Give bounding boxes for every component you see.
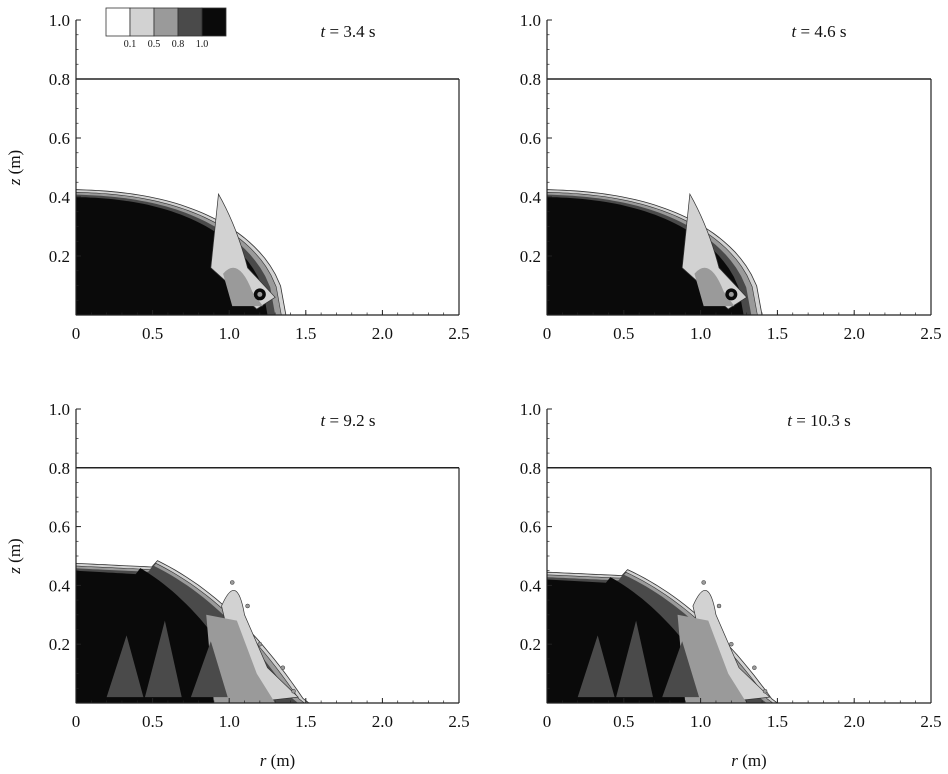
x-tick-label: 0 — [543, 712, 552, 731]
internal-streak — [662, 641, 700, 698]
x-tick-label: 2.0 — [372, 324, 393, 343]
x-tick-label: 0 — [543, 324, 552, 343]
contour-band-1.0 — [76, 197, 268, 315]
x-axis-label: r (m) — [260, 751, 295, 770]
y-tick-label: 0.4 — [49, 188, 71, 207]
droplet — [245, 603, 250, 609]
y-tick-label: 0.2 — [520, 635, 541, 654]
x-axis-label: r (m) — [731, 751, 766, 770]
x-tick-label: 2.5 — [448, 712, 469, 731]
x-tick-label: 0.5 — [142, 712, 163, 731]
colorbar-legend: 0.1 0.5 0.8 1.0 — [105, 7, 227, 50]
y-tick-label: 0.8 — [520, 70, 541, 89]
droplet — [280, 665, 286, 670]
x-tick-label: 1.0 — [690, 324, 711, 343]
splash-core — [677, 614, 747, 703]
y-tick-label: 0.8 — [49, 70, 70, 89]
y-tick-label: 1.0 — [520, 11, 541, 30]
colorbar-swatch — [201, 7, 227, 37]
time-label: t = 9.2 s — [321, 411, 376, 430]
vortex-core — [257, 291, 263, 297]
time-label: t = 3.4 s — [321, 22, 376, 41]
y-tick-label: 0.8 — [49, 459, 70, 478]
time-label: t = 4.6 s — [792, 22, 847, 41]
x-tick-label: 1.0 — [219, 712, 240, 731]
y-tick-label: 0.6 — [49, 129, 70, 148]
y-axis-label: z (m) — [5, 538, 24, 574]
x-tick-label: 2.5 — [920, 712, 941, 731]
y-tick-label: 0.6 — [520, 129, 541, 148]
y-axis-label: z (m) — [5, 150, 24, 186]
colorbar-swatch — [105, 7, 131, 37]
panel-2: 0 0.5 1.0 1.5 2.0 2.5 0.2 0.4 0.6 0.8 1.0 t = 4.6 s — [520, 11, 942, 343]
panel-3: 0 0.5 1.0 1.5 2.0 2.5 0.2 0.4 0.6 0.8 1.0 t = 9.2 s… — [5, 400, 470, 770]
splash-core — [694, 267, 735, 307]
droplet — [762, 688, 768, 694]
y-tick-label: 0.4 — [520, 576, 542, 595]
y-tick-label: 0.6 — [49, 518, 70, 537]
x-tick-label: 1.5 — [767, 324, 788, 343]
droplet — [752, 665, 757, 670]
x-tick-label: 1.5 — [767, 712, 788, 731]
internal-streak — [144, 620, 182, 698]
droplet — [729, 641, 734, 647]
panel-1: 0 0.5 1.0 1.5 2.0 2.5 0.2 0.4 0.6 0.8 1.0 t = 3.4 s… — [5, 11, 470, 343]
splash-core — [206, 614, 276, 703]
x-tick-label: 0 — [72, 324, 81, 343]
contour-band-1.0 — [547, 197, 744, 315]
y-tick-label: 0.6 — [520, 518, 541, 537]
internal-streak — [616, 620, 653, 698]
colorbar-swatch — [153, 7, 179, 37]
x-tick-label: 1.5 — [295, 324, 316, 343]
x-tick-label: 2.0 — [372, 712, 393, 731]
y-tick-label: 0.4 — [520, 188, 542, 207]
y-tick-label: 1.0 — [49, 11, 70, 30]
internal-streak — [106, 635, 144, 698]
splash-core — [223, 267, 263, 307]
time-label: t = 10.3 s — [787, 411, 850, 430]
x-tick-label: 2.5 — [920, 324, 941, 343]
vortex-core — [728, 291, 734, 297]
y-tick-label: 0.2 — [49, 635, 70, 654]
droplet — [716, 603, 722, 609]
droplet — [257, 641, 263, 647]
x-tick-label: 0.5 — [142, 324, 163, 343]
x-tick-label: 2.0 — [844, 324, 865, 343]
y-tick-label: 0.2 — [49, 247, 70, 266]
y-tick-label: 1.0 — [49, 400, 70, 419]
x-tick-label: 0.5 — [613, 324, 634, 343]
x-tick-label: 1.5 — [295, 712, 316, 731]
x-tick-label: 2.0 — [844, 712, 865, 731]
internal-streak — [190, 641, 228, 698]
droplet — [291, 688, 296, 694]
x-tick-label: 1.0 — [690, 712, 711, 731]
x-tick-label: 0.5 — [613, 712, 634, 731]
colorbar-label: 0.8 — [172, 39, 185, 50]
y-tick-label: 0.2 — [520, 247, 541, 266]
colorbar-label: 0.5 — [148, 39, 161, 50]
colorbar-label: 0.1 — [124, 39, 137, 50]
y-tick-label: 0.4 — [49, 576, 71, 595]
x-tick-label: 1.0 — [219, 324, 240, 343]
droplet — [230, 580, 235, 585]
y-tick-label: 1.0 — [520, 400, 541, 419]
colorbar-swatch — [177, 7, 203, 37]
colorbar-swatch — [129, 7, 155, 37]
x-tick-label: 2.5 — [448, 324, 469, 343]
y-tick-label: 0.8 — [520, 459, 541, 478]
x-tick-label: 0 — [72, 712, 81, 731]
droplet — [701, 580, 706, 585]
panel-4: 0 0.5 1.0 1.5 2.0 2.5 0.2 0.4 0.6 0.8 1.0 t = 10.3 … — [520, 400, 942, 770]
colorbar-label: 1.0 — [196, 39, 209, 50]
internal-streak — [577, 635, 615, 698]
